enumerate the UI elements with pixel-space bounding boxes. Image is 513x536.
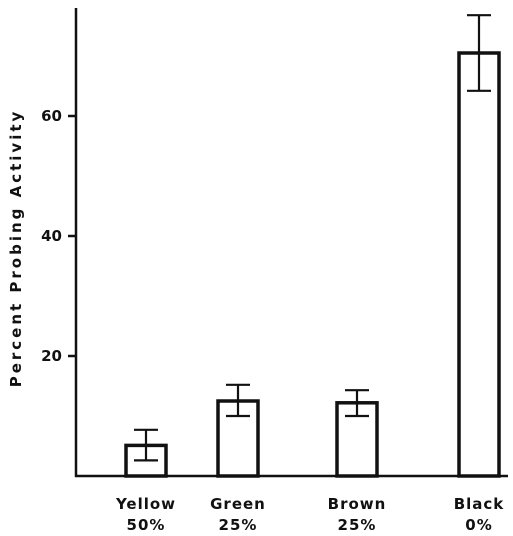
x-tick-label-black: Black [454, 495, 505, 513]
y-tick-label-40: 40 [41, 227, 62, 245]
chart-marks [124, 14, 501, 478]
x-tick-sublabel-green: 25% [219, 516, 258, 534]
y-tick-label-60: 60 [41, 107, 62, 125]
axes [68, 8, 508, 478]
x-tick-label-brown: Brown [328, 495, 387, 513]
y-axis-label: Percent Probing Activity [7, 109, 25, 388]
tick-labels: 20 40 60 Yellow 50% Green 25% Brown 25% Black 0% [41, 107, 505, 534]
x-tick-label-yellow: Yellow [115, 495, 176, 513]
y-tick-label-20: 20 [41, 347, 62, 365]
bar-black [457, 51, 501, 478]
x-tick-sublabel-black: 0% [465, 516, 492, 534]
x-tick-sublabel-brown: 25% [338, 516, 377, 534]
x-tick-sublabel-yellow: 50% [127, 516, 166, 534]
x-tick-label-green: Green [210, 495, 266, 513]
